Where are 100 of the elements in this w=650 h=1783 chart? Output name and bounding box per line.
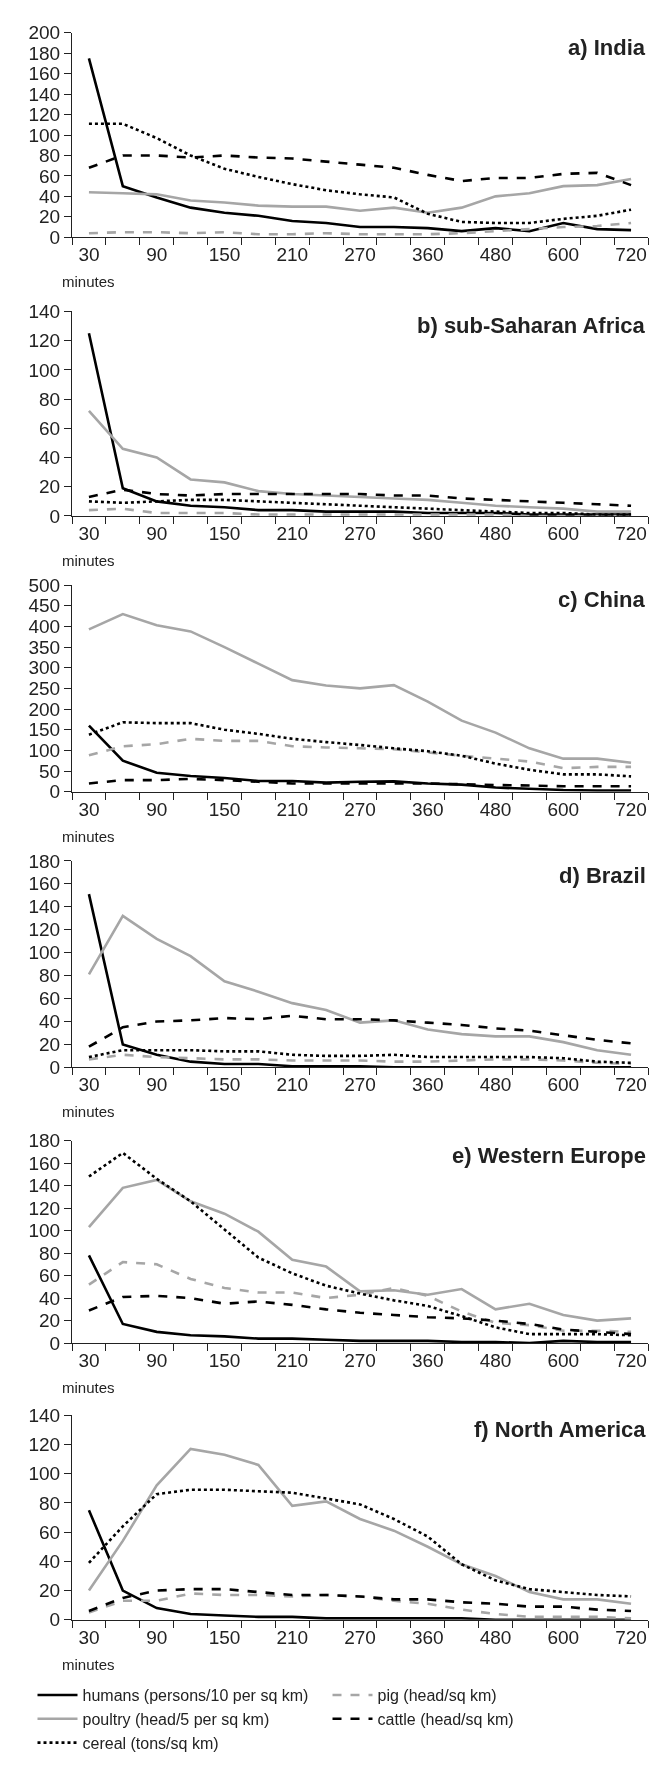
y-tick-label: 400 [28, 616, 61, 638]
y-tick-label: 40 [38, 447, 61, 469]
y-tick-label: 40 [38, 1287, 61, 1309]
x-tick-label: 600 [547, 1626, 580, 1648]
x-tick-label: 480 [479, 798, 512, 820]
x-tick-label: 720 [615, 1626, 647, 1648]
x-tick-label: 150 [208, 244, 241, 266]
x-tick-label: 210 [276, 1350, 309, 1372]
x-tick-label: 360 [411, 244, 444, 266]
x-tick-label: 150 [208, 798, 241, 820]
y-tick-label: 20 [38, 1310, 61, 1332]
x-tick-label: 150 [208, 1074, 241, 1096]
y-tick-label: 60 [38, 1521, 61, 1543]
y-tick-label: 350 [28, 636, 61, 658]
y-tick-label: 0 [49, 781, 61, 803]
y-tick-label: 20 [38, 476, 61, 498]
line-series [87, 737, 633, 770]
y-tick-label: 100 [28, 740, 61, 762]
y-tick-label: 140 [28, 83, 61, 105]
x-axis-title: minutes [62, 1103, 115, 1120]
y-tick-label: 160 [28, 1152, 61, 1174]
y-tick-label: 80 [38, 145, 61, 167]
x-tick-label: 150 [208, 1350, 241, 1372]
x-tick-label: 210 [276, 1074, 309, 1096]
x-tick-label: 150 [208, 522, 241, 544]
x-tick-label: 600 [547, 244, 580, 266]
x-tick-label: 210 [276, 522, 309, 544]
line-series [87, 612, 633, 765]
chart-title: a) India [568, 35, 646, 60]
y-tick-label: 40 [38, 1551, 61, 1573]
x-tick-label: 270 [344, 798, 376, 820]
y-tick-label: 160 [28, 873, 61, 895]
y-tick-label: 0 [49, 505, 61, 527]
x-tick-label: 30 [78, 1350, 100, 1372]
x-tick-label: 720 [615, 522, 647, 544]
x-axis-title: minutes [62, 552, 115, 569]
chart-title: e) Western Europe [452, 1143, 646, 1168]
y-tick-label: 160 [28, 63, 61, 85]
y-tick-label: 60 [38, 165, 61, 187]
x-tick-label: 30 [78, 798, 100, 820]
line-series [87, 1053, 633, 1066]
y-tick-label: 140 [28, 896, 61, 918]
x-tick-label: 720 [615, 1350, 647, 1372]
x-tick-label: 480 [479, 244, 512, 266]
x-tick-label: 480 [479, 1350, 512, 1372]
legend-label: pig (head/sq km) [377, 1687, 497, 1705]
y-tick-label: 300 [28, 657, 61, 679]
x-tick-label: 360 [411, 798, 444, 820]
y-tick-label: 100 [28, 1463, 61, 1485]
y-tick-label: 120 [28, 1197, 61, 1219]
x-tick-label: 30 [78, 522, 100, 544]
y-tick-label: 60 [38, 988, 61, 1010]
y-tick-label: 180 [28, 850, 61, 872]
x-tick-label: 600 [547, 1074, 580, 1096]
x-tick-label: 90 [146, 1350, 168, 1372]
y-tick-label: 180 [28, 1130, 61, 1152]
x-tick-label: 30 [78, 1626, 100, 1648]
x-tick-label: 270 [344, 1350, 376, 1372]
x-tick-label: 480 [479, 522, 512, 544]
x-tick-label: 480 [479, 1626, 512, 1648]
y-tick-label: 80 [38, 1492, 61, 1514]
chart-title: d) Brazil [559, 863, 646, 888]
y-tick-label: 180 [28, 42, 61, 64]
line-series [87, 1592, 633, 1620]
y-tick-label: 250 [28, 678, 61, 700]
y-tick-label: 100 [28, 124, 61, 146]
x-tick-label: 270 [344, 1626, 376, 1648]
y-tick-label: 200 [28, 22, 61, 44]
line-series [87, 724, 633, 792]
y-tick-label: 20 [38, 1034, 61, 1056]
y-tick-label: 40 [38, 1011, 61, 1033]
x-tick-label: 90 [146, 244, 168, 266]
x-tick-label: 720 [615, 1074, 647, 1096]
y-tick-label: 120 [28, 1434, 61, 1456]
chart-title: f) North America [474, 1417, 647, 1442]
chart-title: c) China [558, 587, 646, 612]
x-tick-label: 360 [411, 1350, 444, 1372]
y-tick-label: 50 [38, 760, 61, 782]
chart-title: b) sub-Saharan Africa [417, 313, 646, 338]
line-series [87, 914, 633, 1057]
x-tick-label: 720 [615, 798, 647, 820]
y-tick-label: 0 [49, 1057, 61, 1079]
x-tick-label: 90 [146, 798, 168, 820]
legend-label: poultry (head/5 per sq km) [82, 1711, 270, 1729]
line-series [87, 1447, 633, 1606]
x-tick-label: 360 [411, 1626, 444, 1648]
y-tick-label: 100 [28, 359, 61, 381]
line-series [87, 221, 633, 236]
x-tick-label: 720 [615, 244, 647, 266]
y-tick-label: 0 [49, 226, 61, 248]
x-tick-label: 600 [547, 522, 580, 544]
x-tick-label: 600 [547, 1350, 580, 1372]
y-tick-label: 0 [49, 1332, 61, 1354]
legend-label: cattle (head/sq km) [377, 1711, 514, 1729]
y-tick-label: 100 [28, 942, 61, 964]
y-tick-label: 500 [28, 574, 61, 596]
line-series [87, 892, 633, 1068]
x-tick-label: 270 [344, 522, 376, 544]
y-tick-label: 200 [28, 698, 61, 720]
x-tick-label: 90 [146, 1626, 168, 1648]
